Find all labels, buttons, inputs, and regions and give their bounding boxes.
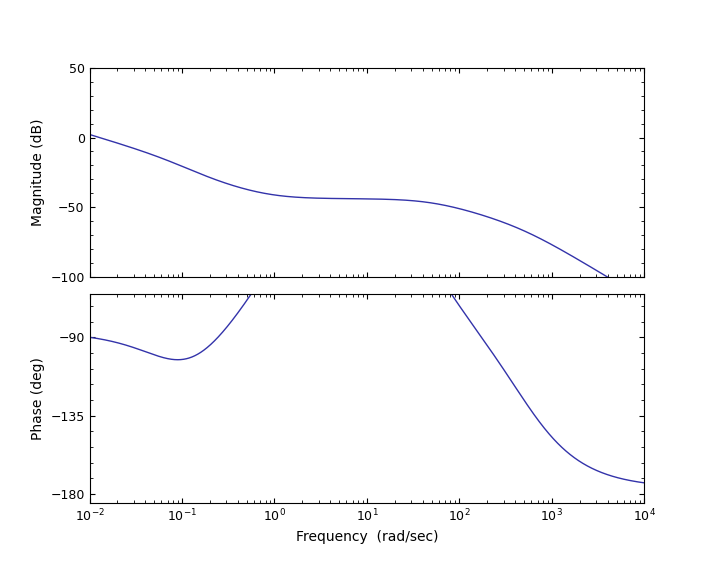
X-axis label: Frequency  (rad/sec): Frequency (rad/sec) (296, 530, 438, 544)
Y-axis label: Magnitude (dB): Magnitude (dB) (31, 119, 44, 226)
Y-axis label: Phase (deg): Phase (deg) (31, 357, 44, 440)
